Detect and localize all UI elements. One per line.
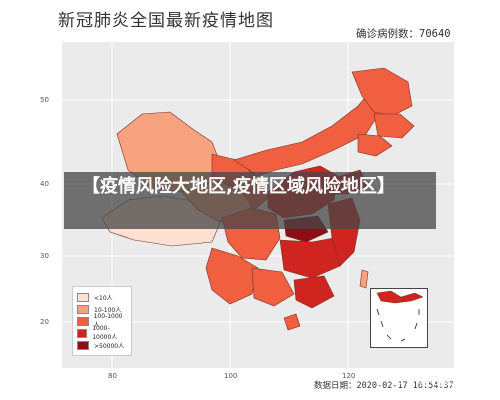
legend-label: 100-1000人: [93, 313, 123, 329]
watermark: 知乎 @老帅儿: [392, 374, 462, 387]
region-hainan: [283, 313, 301, 331]
headline-text: 【疫情风险大地区,疫情区域风险地区】: [82, 176, 395, 197]
confirmed-count: 确诊病例数：70640: [356, 28, 451, 40]
data-date: 数据日期：2020-02-17 16:54:37: [314, 381, 454, 391]
legend-item: 10-100人: [77, 303, 127, 315]
headline-banner: [64, 172, 436, 229]
x-tick-label: 100: [224, 372, 238, 380]
legend-item: >50000人: [77, 339, 127, 351]
region-jilin: [373, 113, 415, 139]
legend-swatch: [77, 340, 89, 350]
y-tick-label: 40: [40, 180, 49, 188]
y-tick-label: 30: [40, 252, 49, 260]
x-tick-label: 120: [342, 372, 356, 380]
map-legend: <10人 10-100人 100-1000人 1000-10000人 >5000…: [72, 286, 132, 356]
region-guangdong: [293, 275, 335, 309]
x-tick-label: 80: [108, 372, 117, 380]
legend-swatch: [77, 304, 89, 314]
legend-label: >50000人: [94, 342, 125, 350]
map-title: 新冠肺炎全国最新疫情地图: [58, 11, 274, 31]
legend-label: 1000-10000人: [92, 325, 118, 341]
legend-swatch: [77, 292, 89, 302]
region-guangxi-guizhou: [251, 267, 295, 307]
legend-item: 100-1000人: [77, 313, 127, 329]
y-tick-label: 50: [40, 96, 49, 104]
region-yunnan: [205, 247, 259, 305]
legend-item: 1000-10000人: [77, 325, 127, 341]
region-hunan-jiangxi: [279, 237, 341, 279]
region-liaoning: [357, 133, 393, 157]
legend-swatch: [77, 316, 89, 326]
legend-item: <10人: [77, 291, 127, 303]
region-taiwan: [359, 269, 369, 289]
legend-label: 10-100人: [94, 306, 122, 314]
legend-swatch: [77, 328, 88, 338]
y-tick-label: 20: [40, 318, 49, 326]
south-china-sea-inset: [370, 288, 428, 348]
legend-label: <10人: [94, 294, 113, 302]
region-heilongjiang: [351, 67, 413, 117]
